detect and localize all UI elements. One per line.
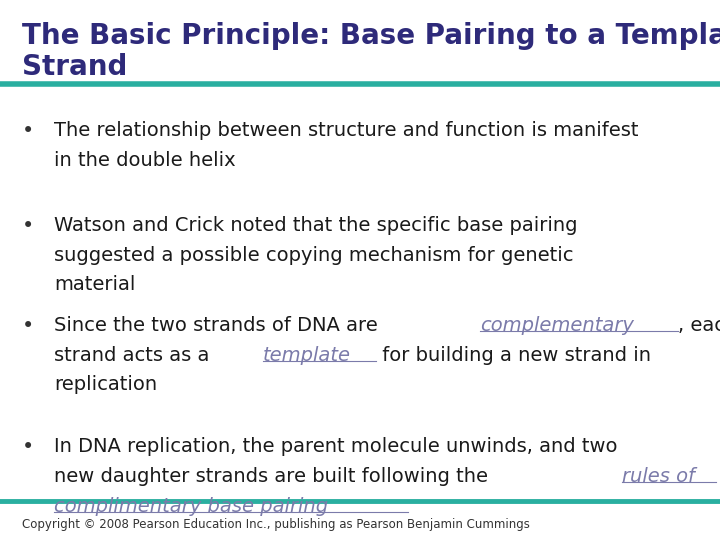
Text: new daughter strands are built following the: new daughter strands are built following… <box>54 467 494 486</box>
Text: replication: replication <box>54 375 157 394</box>
Text: complimentary base pairing: complimentary base pairing <box>54 497 328 516</box>
Text: •: • <box>22 437 34 457</box>
Text: material: material <box>54 275 135 294</box>
Text: complementary: complementary <box>480 316 634 335</box>
Text: The Basic Principle: Base Pairing to a Template
Strand: The Basic Principle: Base Pairing to a T… <box>22 22 720 81</box>
Text: for building a new strand in: for building a new strand in <box>376 346 651 365</box>
Text: strand acts as a: strand acts as a <box>54 346 215 365</box>
Text: , each: , each <box>678 316 720 335</box>
Text: template: template <box>263 346 351 365</box>
Text: •: • <box>22 122 34 141</box>
Text: Since the two strands of DNA are: Since the two strands of DNA are <box>54 316 384 335</box>
Text: The relationship between structure and function is manifest: The relationship between structure and f… <box>54 122 639 140</box>
Text: •: • <box>22 316 34 336</box>
Text: in the double helix: in the double helix <box>54 151 235 170</box>
Text: In DNA replication, the parent molecule unwinds, and two: In DNA replication, the parent molecule … <box>54 437 618 456</box>
Text: •: • <box>22 216 34 236</box>
Text: rules of: rules of <box>622 467 695 486</box>
Text: suggested a possible copying mechanism for genetic: suggested a possible copying mechanism f… <box>54 246 574 265</box>
Text: Watson and Crick noted that the specific base pairing: Watson and Crick noted that the specific… <box>54 216 577 235</box>
Text: Copyright © 2008 Pearson Education Inc., publishing as Pearson Benjamin Cummings: Copyright © 2008 Pearson Education Inc.,… <box>22 518 529 531</box>
